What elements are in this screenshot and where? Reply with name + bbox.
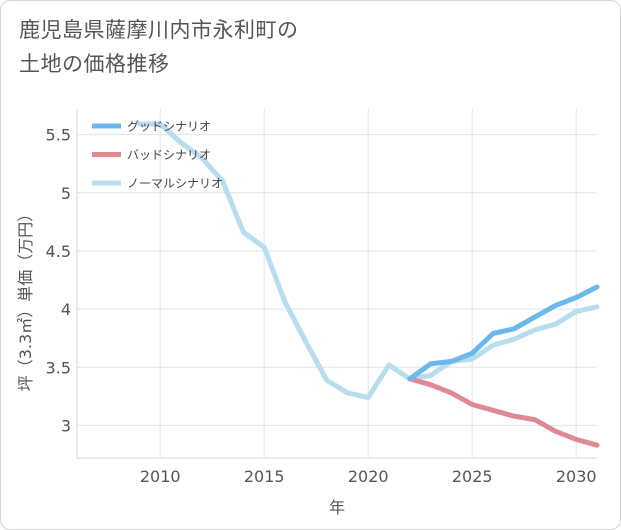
legend-label-0: グッドシナリオ [127,120,211,134]
y-tick-label: 4.5 [46,242,71,261]
chart-title-line-1: 鹿児島県薩摩川内市永利町の [19,18,299,42]
series-lines [136,121,600,448]
x-tick-label: 2015 [244,467,285,486]
chart-title: 鹿児島県薩摩川内市永利町の 土地の価格推移 [19,13,299,81]
y-tick-label: 3 [61,416,71,435]
series-line-1 [407,376,600,448]
x-tick-label: 2020 [348,467,389,486]
y-tick-label: 5.5 [46,126,71,145]
y-tick-label: 4 [61,300,71,319]
legend-label-1: バッドシナリオ [127,148,211,162]
grid [77,109,597,458]
x-tick-label: 2030 [556,467,597,486]
series-line-0 [407,284,600,382]
y-tick-label: 3.5 [46,358,71,377]
x-axis-label: 年 [329,498,345,517]
x-tick-label: 2010 [140,467,181,486]
y-axis-label: 坪（3.3㎡）単価（万円） [16,206,35,391]
chart-title-line-2: 土地の価格推移 [19,52,170,76]
axes: 3 3.5 4 4.5 5 5.5 2010 2015 2020 2025 2030 [46,109,597,486]
series-line-2 [136,121,600,400]
y-tick-label: 5 [61,184,71,203]
x-tick-label: 2025 [452,467,493,486]
legend-label-2: ノーマルシナリオ [127,177,223,191]
